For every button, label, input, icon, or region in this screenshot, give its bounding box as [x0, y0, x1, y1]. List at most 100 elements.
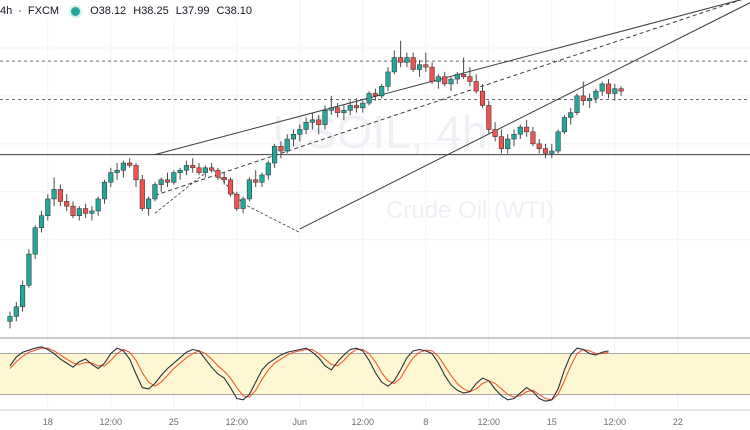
candle-up — [593, 88, 599, 104]
time-axis-label: 25 — [169, 417, 179, 427]
parallel-channel[interactable] — [154, 0, 750, 230]
candle-up — [265, 160, 271, 180]
candle-up — [26, 249, 32, 288]
candle-up — [20, 280, 26, 312]
candle-up — [95, 196, 101, 216]
candle-body — [284, 138, 290, 152]
candle-body — [133, 165, 139, 181]
candle-body — [366, 93, 372, 104]
candle-up — [240, 196, 246, 214]
candle-body — [158, 179, 164, 185]
candle-down — [423, 52, 429, 72]
candle-body — [429, 66, 435, 82]
candle-body — [152, 184, 158, 200]
candle-down — [530, 127, 536, 147]
time-axis-label: 12:00 — [100, 417, 123, 427]
candle-body — [83, 208, 89, 214]
candle-up — [158, 177, 164, 192]
candle-body — [171, 172, 177, 183]
candle-up — [511, 129, 517, 147]
candle-body — [127, 162, 133, 166]
candle-down — [221, 172, 227, 185]
interval-label[interactable]: 4h — [0, 5, 13, 17]
candle-body — [215, 169, 221, 178]
candle-body — [479, 90, 486, 106]
candle-down — [164, 172, 171, 187]
channel-middle-line — [154, 0, 743, 196]
watermark-symbol: USOIL, 4h — [273, 106, 488, 158]
time-axis-label: Jun — [293, 417, 308, 427]
candle-down — [467, 67, 473, 87]
candle-body — [57, 189, 63, 202]
candle-body — [461, 74, 467, 77]
candle-body — [196, 167, 202, 173]
candle-up — [341, 105, 347, 120]
candle-down — [479, 83, 486, 108]
time-axis-label: 12:00 — [604, 417, 627, 427]
candle-body — [64, 201, 70, 207]
candle-down — [605, 79, 612, 99]
candle-body — [530, 131, 536, 145]
candle-body — [272, 145, 278, 164]
stochastic-pane[interactable] — [0, 337, 750, 402]
time-axis-label: 8 — [423, 417, 428, 427]
channel-lower-line — [299, 2, 750, 230]
candle-body — [467, 76, 473, 82]
candle-body — [353, 105, 360, 109]
candle-body — [45, 198, 51, 216]
candle-body — [599, 83, 605, 92]
watermark-description: Crude Oil (WTI) — [386, 197, 554, 224]
candle-body — [404, 57, 410, 63]
candle-body — [183, 165, 189, 171]
candle-up — [108, 167, 114, 187]
candle-body — [391, 57, 397, 73]
stoch-band — [0, 353, 750, 395]
candle-body — [297, 129, 303, 135]
candle-up — [259, 172, 265, 187]
candle-body — [209, 167, 215, 171]
candle-body — [379, 86, 385, 97]
candle-up — [146, 196, 152, 216]
candle-down — [542, 143, 549, 159]
candle-down — [442, 71, 448, 87]
candle-body — [139, 179, 145, 209]
candle-body — [511, 133, 517, 140]
candle-body — [605, 83, 612, 94]
candle-down — [353, 98, 360, 113]
candle-down — [278, 141, 284, 159]
candle-body — [492, 129, 498, 137]
candle-body — [190, 165, 196, 169]
source-label: FXCM — [27, 5, 60, 17]
candle-up — [404, 52, 410, 68]
candle-down — [57, 184, 63, 207]
candle-body — [574, 95, 580, 113]
candle-body — [335, 107, 341, 113]
candle-body — [51, 189, 57, 200]
candle-body — [227, 179, 234, 195]
candle-body — [177, 169, 183, 173]
candle-body — [246, 179, 252, 200]
candle-body — [114, 169, 120, 173]
candle-up — [13, 302, 19, 322]
candle-body — [101, 181, 108, 200]
candle-body — [341, 110, 347, 113]
time-axis[interactable]: 18 12:00 25 12:00 Jun 12:00 8 12:00 15 12:00 22 — [0, 409, 750, 427]
market-status-icon[interactable] — [71, 6, 81, 16]
legend-separator: · — [18, 5, 22, 17]
stoch-d-line — [9, 347, 609, 401]
candle-up — [561, 115, 567, 135]
candle-body — [316, 119, 322, 125]
candle-down — [524, 119, 530, 137]
candle-body — [309, 119, 315, 123]
candle-up — [177, 167, 183, 180]
candle-body — [473, 81, 479, 92]
candle-down — [64, 194, 70, 211]
time-axis-label: 15 — [547, 417, 557, 427]
candle-up — [517, 124, 523, 140]
zigzag-connector — [154, 167, 300, 233]
candle-down — [580, 81, 586, 106]
candle-up — [152, 182, 158, 202]
candle-up — [297, 124, 303, 142]
